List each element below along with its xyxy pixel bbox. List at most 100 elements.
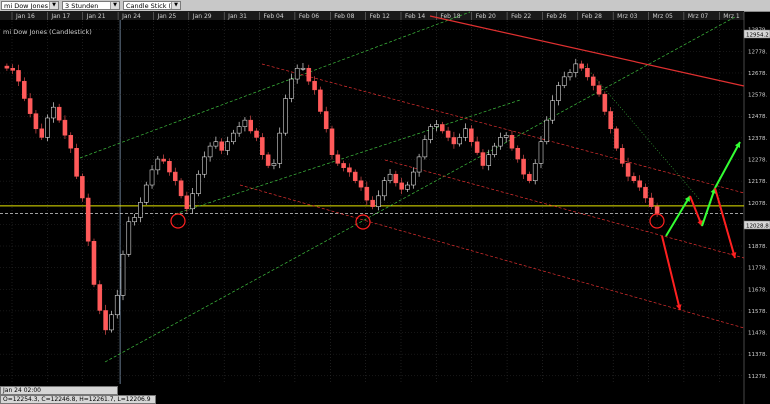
y-tick-label: 12578.	[748, 93, 767, 99]
x-tick-label: Mrz 1	[723, 13, 740, 20]
current-price-label: 12028.8	[746, 224, 769, 230]
candle-body	[573, 63, 579, 73]
chart-style-select[interactable]: Candle Stick (Kerze ▼	[123, 1, 181, 10]
y-tick-label: 12478.	[748, 114, 767, 120]
symbol-select-label: mi Dow Jones	[4, 2, 48, 10]
arrow-down-1-head	[697, 220, 703, 226]
current-price-box	[743, 220, 770, 230]
candle-body	[358, 180, 364, 188]
candle-body	[294, 67, 300, 80]
low-circle-marker	[355, 214, 371, 230]
candle-body	[22, 80, 27, 99]
candle-body	[416, 156, 422, 173]
candle-body	[114, 295, 120, 316]
candle-body	[196, 173, 201, 194]
candle-body	[381, 180, 387, 197]
candle-body	[474, 141, 480, 153]
red-channel-lower	[239, 184, 745, 329]
x-tick-label: Jan 17	[50, 13, 70, 20]
candle-body	[515, 148, 521, 160]
chevron-down-icon: ▼	[110, 2, 119, 9]
y-tick-label: 12278.	[748, 158, 767, 164]
x-tick-label: Feb 14	[405, 13, 425, 20]
x-tick-label: Mrz 03	[617, 13, 638, 20]
candle-body	[434, 124, 439, 127]
candle-body	[271, 163, 277, 166]
red-trendline-top	[429, 15, 745, 87]
candle-body	[521, 158, 526, 175]
y-tick-label: 11278.	[748, 374, 767, 380]
candle-body	[149, 169, 155, 186]
chevron-down-icon: ▼	[49, 2, 58, 9]
candle-body	[318, 89, 323, 112]
y-tick-label: 11778.	[748, 266, 767, 272]
low-circle-marker	[170, 213, 186, 229]
candle-body	[219, 141, 224, 151]
y-tick-label: 12078.	[748, 201, 767, 207]
candle-body	[329, 128, 335, 155]
candle-body	[74, 148, 79, 177]
candle-body	[590, 76, 596, 86]
candle-body	[428, 126, 433, 140]
candle-body	[27, 98, 33, 114]
candle-body	[248, 119, 254, 132]
green-channel-mid	[174, 99, 521, 215]
candle-body	[155, 158, 161, 171]
candle-body	[352, 171, 358, 181]
candle-body	[538, 141, 544, 164]
arrow-down-3-head	[675, 304, 682, 310]
candles	[4, 58, 660, 335]
candle-body	[236, 126, 242, 134]
candle-body	[347, 167, 352, 173]
candle-body	[469, 128, 474, 143]
candle-body	[649, 197, 654, 207]
candle-body	[85, 197, 91, 242]
x-tick-label: Jan 16	[15, 13, 35, 20]
x-tick-label: Jan 25	[156, 13, 176, 20]
candle-body	[143, 184, 149, 203]
candle-body	[33, 113, 39, 130]
candle-body	[370, 199, 375, 207]
candle-body	[387, 173, 393, 181]
candle-body	[498, 137, 503, 147]
candle-body	[556, 85, 561, 101]
candle-body	[463, 128, 468, 138]
candle-body	[132, 217, 137, 223]
y-tick-label: 12778.	[748, 49, 767, 55]
interval-select[interactable]: 3 Stunden ▼	[62, 1, 120, 10]
candle-body	[126, 221, 132, 255]
symbol-select[interactable]: mi Dow Jones ▼	[1, 1, 59, 10]
candle-body	[80, 176, 85, 199]
candle-body	[625, 163, 631, 177]
x-axis-labels: Jan 16 Jan 17 Jan 21 Jan 24 Jan 25 Jan 29 Jan …	[0, 11, 744, 20]
info-box-time: Jan 24 02:00	[0, 386, 118, 395]
chart-style-select-label: Candle Stick (Kerze	[126, 2, 180, 10]
candle-body	[602, 93, 608, 112]
candle-body	[335, 154, 341, 164]
candle-body	[643, 186, 648, 199]
x-tick-label: Feb 26	[546, 13, 566, 20]
x-tick-label: Feb 06	[299, 13, 319, 20]
x-tick-label: Feb 20	[476, 13, 496, 20]
y-tick-label: 12178.	[748, 179, 767, 185]
candle-body	[300, 67, 306, 70]
x-tick-label: Jan 21	[86, 13, 106, 20]
candle-body	[120, 253, 126, 296]
candle-body	[509, 135, 515, 149]
x-tick-label: Feb 08	[334, 13, 354, 20]
candle-body	[451, 137, 457, 145]
candle-body	[68, 135, 74, 149]
candle-body	[376, 195, 381, 207]
candle-body	[16, 70, 21, 82]
low-circle-marker	[649, 213, 665, 229]
trend-lines	[0, 11, 745, 363]
candle-body	[254, 130, 259, 138]
candle-body	[614, 128, 619, 149]
candle-body	[480, 152, 486, 166]
candle-body	[503, 135, 509, 138]
candle-body	[585, 67, 590, 78]
x-tick-label: Feb 28	[582, 13, 602, 20]
candle-body	[422, 139, 428, 158]
